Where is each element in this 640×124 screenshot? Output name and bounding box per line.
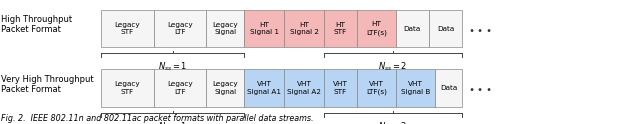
Text: VHT
Signal B: VHT Signal B [401,81,430,95]
Bar [435,69,462,107]
Bar [244,10,284,47]
Text: HT
LTF(s): HT LTF(s) [366,21,387,36]
Bar [206,69,244,107]
Text: HT
Signal 2: HT Signal 2 [289,22,319,35]
Text: Data: Data [437,26,454,31]
Bar [429,10,462,47]
Text: Very High Throughput
Packet Format: Very High Throughput Packet Format [1,75,94,94]
Text: $N_{ss} = 2$: $N_{ss} = 2$ [378,61,408,73]
Text: Legacy
LTF: Legacy LTF [167,22,193,35]
Text: Data: Data [404,26,420,31]
Text: HT
Signal 1: HT Signal 1 [250,22,279,35]
Bar [396,10,429,47]
Text: Legacy
STF: Legacy STF [115,81,140,95]
Text: High Throughput
Packet Format: High Throughput Packet Format [1,15,72,34]
Text: VHT
LTF(s): VHT LTF(s) [366,81,387,95]
Bar [154,69,206,107]
Bar [284,69,324,107]
Bar [324,10,357,47]
Bar [357,69,396,107]
Bar [324,69,357,107]
Text: Legacy
Signal: Legacy Signal [212,22,238,35]
Bar [154,10,206,47]
Bar [206,10,244,47]
Text: $\bullet\bullet\bullet$: $\bullet\bullet\bullet$ [468,24,493,33]
Text: Fig. 2.  IEEE 802.11n and 802.11ac packet formats with parallel data streams.: Fig. 2. IEEE 802.11n and 802.11ac packet… [1,114,314,123]
Text: VHT
Signal A2: VHT Signal A2 [287,81,321,95]
Bar [101,10,154,47]
Text: Data: Data [440,85,457,91]
Bar [284,10,324,47]
Text: Legacy
LTF: Legacy LTF [167,81,193,95]
Text: VHT
STF: VHT STF [333,81,348,95]
Text: $\bullet\bullet\bullet$: $\bullet\bullet\bullet$ [468,83,493,93]
Bar [101,69,154,107]
Bar [357,10,396,47]
Bar [244,69,284,107]
Text: $N_{ss} = 1$: $N_{ss} = 1$ [158,61,188,73]
Text: Legacy
Signal: Legacy Signal [212,81,238,95]
Bar [396,69,435,107]
Text: VHT
Signal A1: VHT Signal A1 [247,81,282,95]
Text: Legacy
STF: Legacy STF [115,22,140,35]
Text: $N_{ss} = 1$: $N_{ss} = 1$ [158,120,188,124]
Text: $N_{ss} = 2$: $N_{ss} = 2$ [378,120,408,124]
Text: HT
STF: HT STF [334,22,347,35]
